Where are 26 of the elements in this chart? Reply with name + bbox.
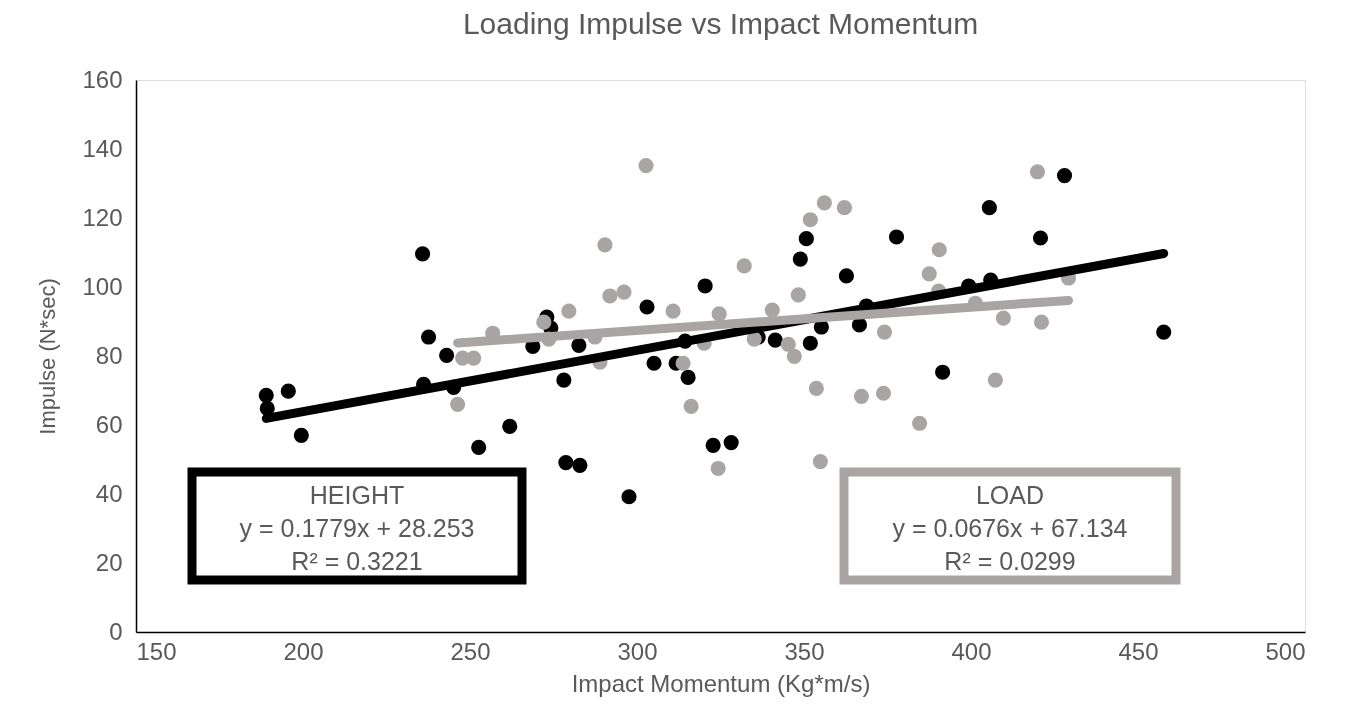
x-tick-label: 300 <box>617 637 658 665</box>
y-tick-label: 120 <box>82 203 123 231</box>
annotation: y = 0.1779x + 28.253 <box>239 514 475 542</box>
y-tick-label: 20 <box>95 548 123 576</box>
x-tick-label: 150 <box>136 637 177 665</box>
annotation: y = 0.0676x + 67.134 <box>892 514 1128 542</box>
x-axis-title: Impact Momentum (Kg*m/s) <box>571 669 871 697</box>
x-tick-label: 200 <box>283 637 324 665</box>
y-axis-title: Impulse (N*sec) <box>35 278 61 435</box>
x-tick-label: 400 <box>951 637 992 665</box>
text: LOAD <box>975 481 1045 509</box>
x-tick-label: 250 <box>450 637 491 665</box>
chart-title: Loading Impulse vs Impact Momentum <box>462 7 979 40</box>
annotation: R² = 0.3221 <box>291 547 423 575</box>
annotation: R² = 0.0299 <box>944 547 1076 575</box>
y-tick-label: 100 <box>82 272 123 300</box>
y-tick-label: 160 <box>82 65 123 93</box>
x-tick-label: 350 <box>784 637 825 665</box>
x-tick-label: 500 <box>1265 637 1306 665</box>
x-tick-label: 450 <box>1118 637 1159 665</box>
y-tick-label: 140 <box>82 134 123 162</box>
y-tick-label: 40 <box>95 479 123 507</box>
series-label: HEIGHT <box>309 481 405 509</box>
y-tick-label: 0 <box>109 617 123 645</box>
y-tick-label: 80 <box>95 341 123 369</box>
y-tick-label: 60 <box>95 410 123 438</box>
